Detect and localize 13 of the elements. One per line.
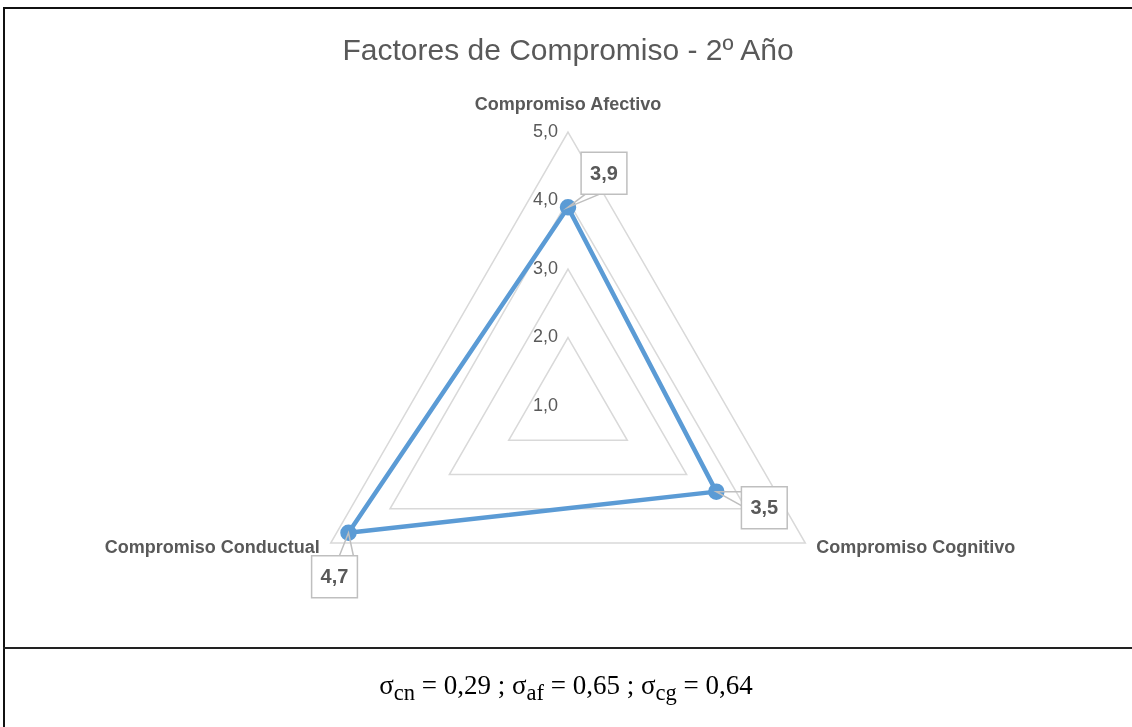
y-tick-label: 1,0 — [532, 394, 558, 415]
y-tick-label: 4,0 — [532, 189, 558, 210]
spoke-label: Compromiso Conductual — [104, 536, 320, 557]
data-label: 3,9 — [590, 161, 618, 184]
chart-title: Factores de Compromiso - 2º Año — [342, 33, 794, 67]
spoke-label: Compromiso Cognitivo — [816, 536, 1016, 557]
text: σ$_{cn}$ = 0,29 ; σ$_{af}$ = 0,65 ; σ$_{cg}$ = 0,64 — [379, 670, 753, 707]
data-label: 4,7 — [320, 565, 349, 588]
y-tick-label: 5,0 — [532, 120, 558, 141]
y-tick-label: 3,0 — [532, 257, 558, 278]
spoke-label: Compromiso Afectivo — [474, 93, 662, 114]
y-tick-label: 2,0 — [532, 326, 558, 347]
data-label: 3,5 — [750, 496, 779, 519]
